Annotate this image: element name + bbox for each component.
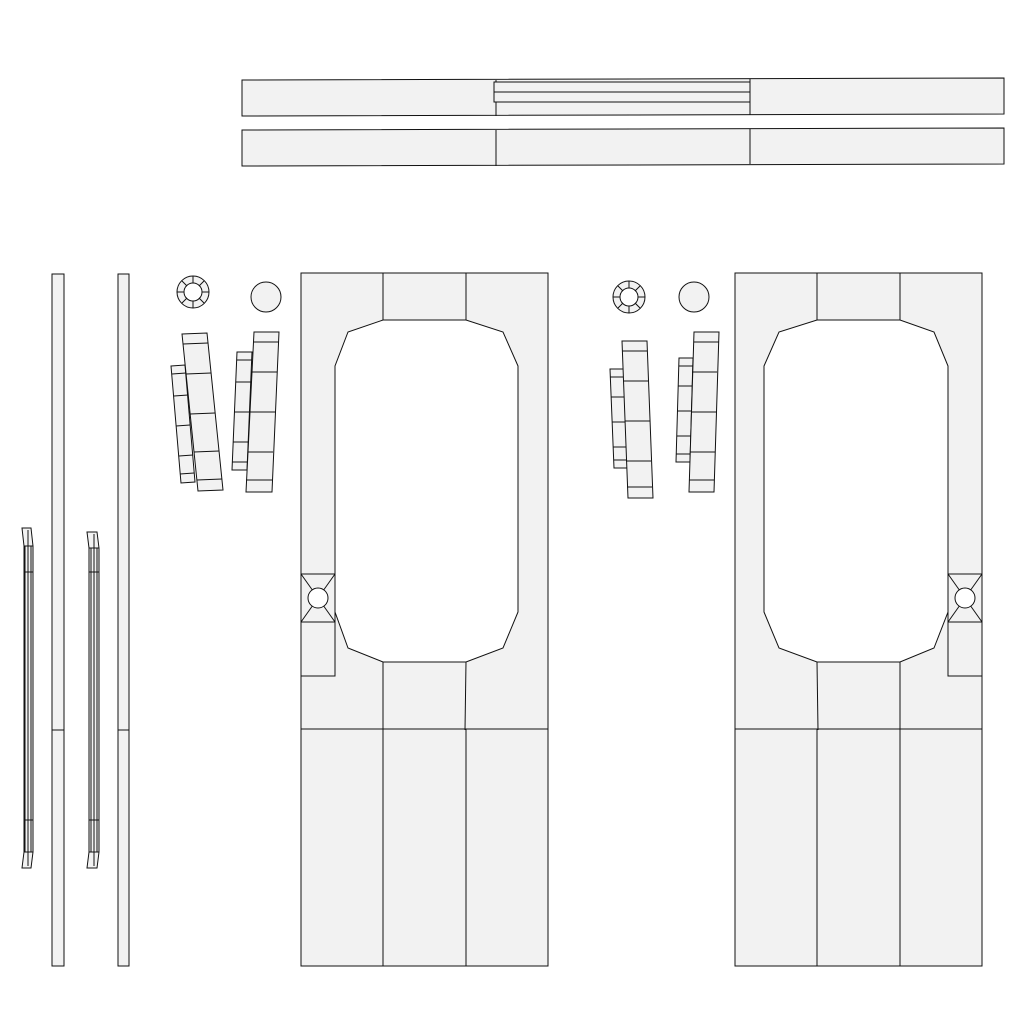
hinge-piece-right-b [621, 340, 654, 499]
handle-knob-right [954, 587, 976, 609]
curved-piece-1 [21, 527, 34, 869]
hinge-piece-right-a [609, 368, 629, 469]
hinge-piece-left-a [170, 364, 196, 484]
thin-vertical-strip-1 [51, 273, 65, 967]
thin-vertical-strip-2 [117, 273, 130, 967]
hinge-piece-left-d [245, 331, 280, 493]
door-panel-right [734, 272, 983, 967]
knob-gear-piece-left [176, 275, 210, 309]
top-strip-inset-upper [493, 81, 751, 93]
window-opening-right [763, 319, 949, 663]
top-strip-1 [241, 77, 1005, 117]
top-strip-inset-lower [493, 91, 751, 103]
disc-piece-right [678, 281, 710, 313]
knob-gear-piece-right [612, 280, 646, 314]
window-opening-left [334, 319, 519, 663]
handle-knob-left [307, 587, 329, 609]
disc-piece-left [250, 281, 282, 313]
hinge-piece-right-d [688, 331, 720, 493]
top-strip-2 [241, 127, 1005, 167]
door-panel-left [300, 272, 549, 967]
hinge-piece-left-b [181, 332, 224, 492]
curved-piece-2 [86, 531, 100, 869]
